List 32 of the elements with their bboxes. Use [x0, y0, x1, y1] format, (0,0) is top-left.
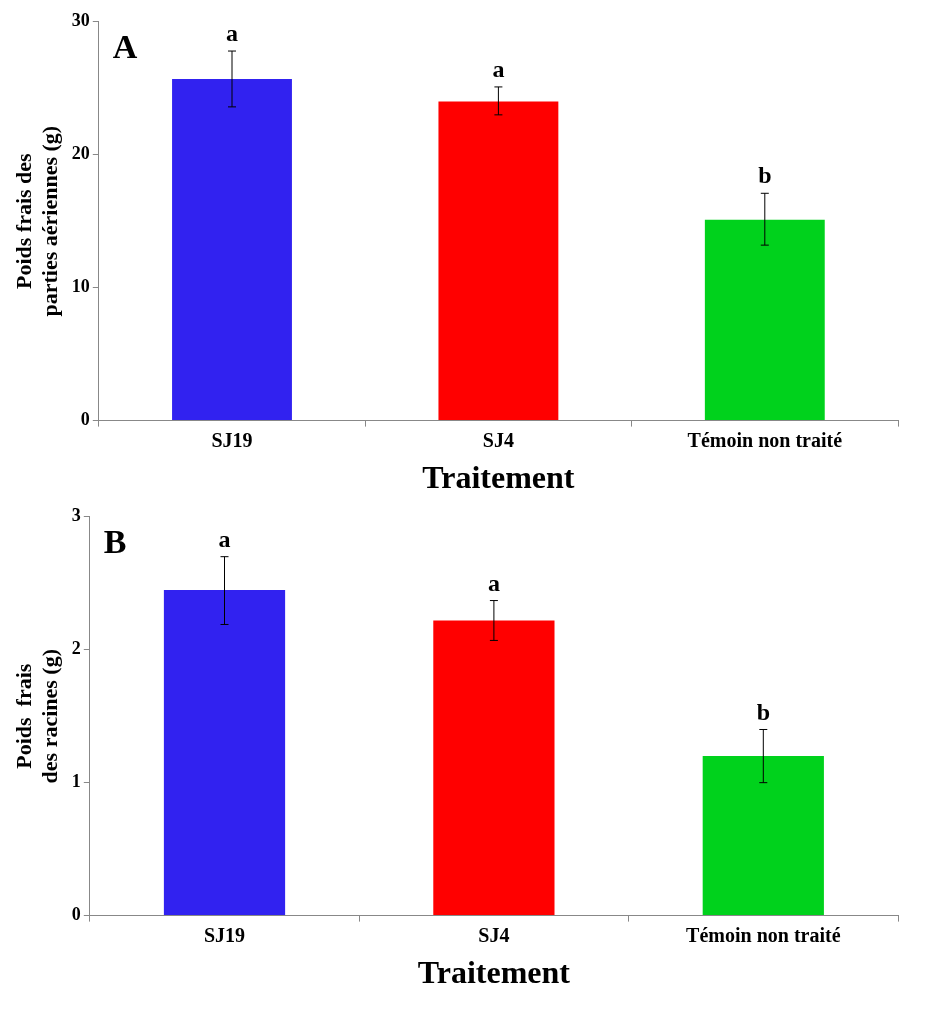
bar: [438, 101, 559, 421]
y-tick-label: 10: [71, 276, 90, 297]
y-tick-label: 0: [80, 409, 90, 430]
x-axis-title: Traitement: [417, 954, 571, 991]
y-axis-title: Poids frais des racines (g): [10, 648, 63, 784]
x-tick-label: SJ4: [482, 428, 514, 451]
annotation: A: [112, 27, 138, 65]
x-tick-label: Témoin non traité: [687, 428, 843, 451]
annotation: a: [487, 569, 500, 596]
annotation: a: [492, 56, 505, 83]
bar: [172, 78, 292, 421]
x-tick-label: SJ19: [203, 923, 246, 946]
annotation: b: [756, 698, 770, 725]
bar: [702, 756, 824, 916]
bar: [704, 219, 825, 421]
annotation: a: [218, 525, 231, 552]
bar: [433, 620, 555, 916]
x-tick-label: Témoin non traité: [686, 923, 841, 946]
y-tick-label: 20: [71, 143, 90, 164]
x-tick-label: SJ4: [478, 923, 510, 946]
y-tick-label: 2: [71, 638, 81, 659]
y-tick-label: 3: [71, 505, 81, 526]
bar: [163, 589, 286, 916]
y-tick-label: 0: [71, 904, 81, 925]
annotation: b: [758, 162, 772, 189]
annotation: a: [226, 20, 238, 47]
annotation: B: [103, 522, 127, 560]
x-tick-label: SJ19: [211, 428, 253, 451]
y-axis-title: Poids frais des parties aériennes (g): [10, 125, 63, 317]
y-tick-label: 1: [71, 771, 81, 792]
y-tick-label: 30: [71, 10, 90, 31]
x-axis-title: Traitement: [422, 459, 575, 496]
